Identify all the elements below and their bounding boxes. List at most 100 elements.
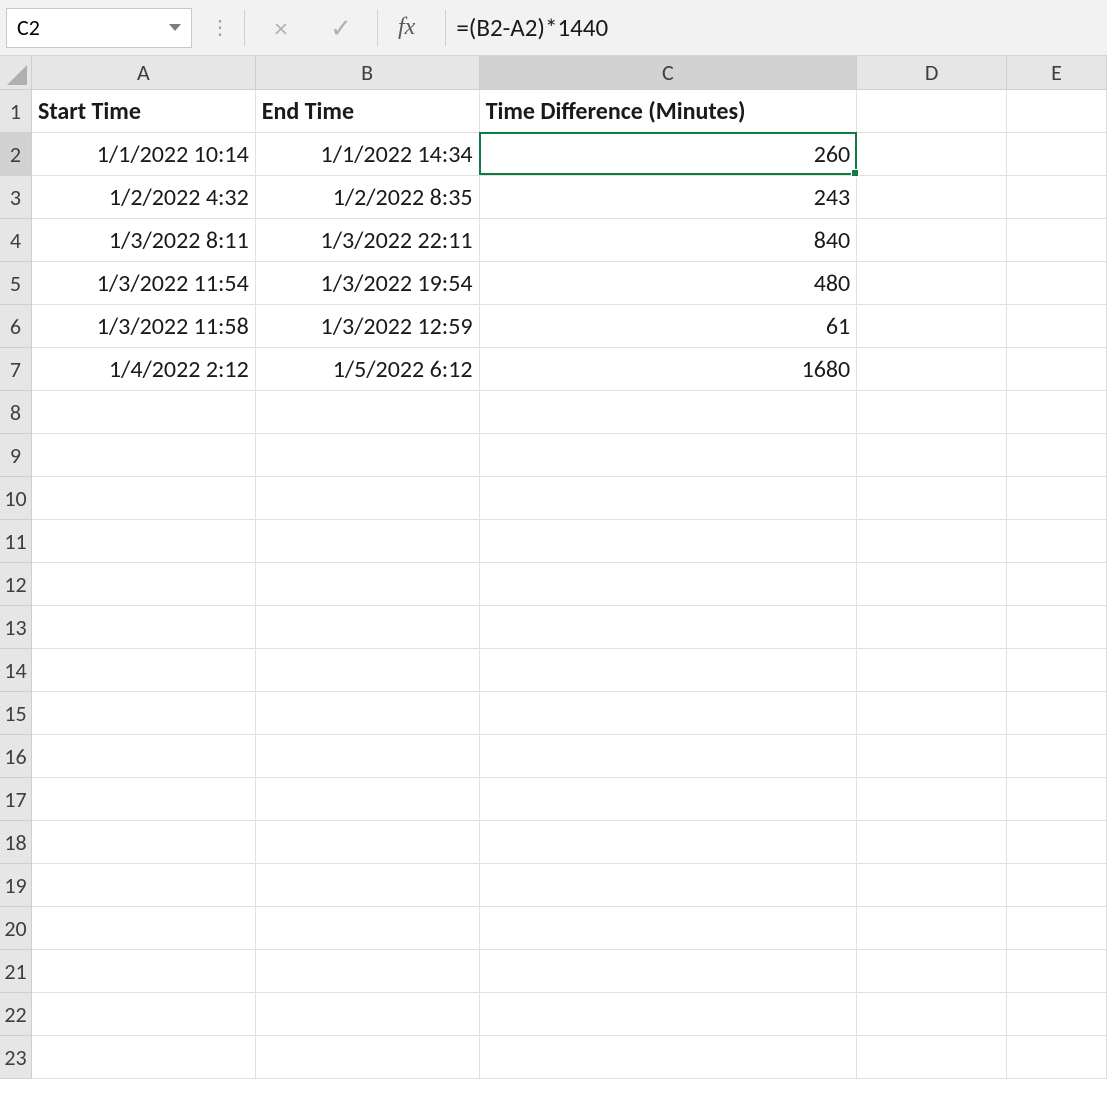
cell-B22[interactable] — [256, 993, 480, 1036]
cell-B5[interactable]: 1/3/2022 19:54 — [256, 262, 480, 305]
row-header-5[interactable]: 5 — [0, 262, 32, 305]
cell-D20[interactable] — [857, 907, 1007, 950]
cell-C19[interactable] — [480, 864, 858, 907]
cell-E19[interactable] — [1007, 864, 1107, 907]
cell-A12[interactable] — [32, 563, 256, 606]
cell-D21[interactable] — [857, 950, 1007, 993]
column-header-C[interactable]: C — [480, 56, 858, 90]
column-header-D[interactable]: D — [857, 56, 1007, 90]
cell-B18[interactable] — [256, 821, 480, 864]
cell-A19[interactable] — [32, 864, 256, 907]
cancel-icon[interactable]: × — [251, 8, 311, 48]
cell-B13[interactable] — [256, 606, 480, 649]
cell-D4[interactable] — [857, 219, 1007, 262]
cell-D6[interactable] — [857, 305, 1007, 348]
cell-B20[interactable] — [256, 907, 480, 950]
cell-B9[interactable] — [256, 434, 480, 477]
row-header-22[interactable]: 22 — [0, 993, 32, 1036]
cell-C20[interactable] — [480, 907, 858, 950]
cell-E23[interactable] — [1007, 1036, 1107, 1079]
cell-B17[interactable] — [256, 778, 480, 821]
cell-E18[interactable] — [1007, 821, 1107, 864]
cell-E7[interactable] — [1007, 348, 1107, 391]
cell-C10[interactable] — [480, 477, 858, 520]
cell-A5[interactable]: 1/3/2022 11:54 — [32, 262, 256, 305]
row-header-8[interactable]: 8 — [0, 391, 32, 434]
row-header-21[interactable]: 21 — [0, 950, 32, 993]
row-header-15[interactable]: 15 — [0, 692, 32, 735]
cell-E2[interactable] — [1007, 133, 1107, 176]
cell-A6[interactable]: 1/3/2022 11:58 — [32, 305, 256, 348]
row-header-19[interactable]: 19 — [0, 864, 32, 907]
cell-C11[interactable] — [480, 520, 858, 563]
cell-C7[interactable]: 1680 — [480, 348, 858, 391]
cell-C16[interactable] — [480, 735, 858, 778]
formula-input[interactable]: =(B2-A2)*1440 — [452, 12, 1101, 43]
cell-E13[interactable] — [1007, 606, 1107, 649]
cell-D23[interactable] — [857, 1036, 1007, 1079]
cell-B21[interactable] — [256, 950, 480, 993]
cell-E11[interactable] — [1007, 520, 1107, 563]
cell-A1[interactable]: Start Time — [32, 90, 256, 133]
cell-B8[interactable] — [256, 391, 480, 434]
cell-E12[interactable] — [1007, 563, 1107, 606]
cell-D3[interactable] — [857, 176, 1007, 219]
cell-E9[interactable] — [1007, 434, 1107, 477]
row-header-9[interactable]: 9 — [0, 434, 32, 477]
formula-bar-drag-handle[interactable]: ⋮ — [210, 15, 228, 40]
cell-D8[interactable] — [857, 391, 1007, 434]
cell-A17[interactable] — [32, 778, 256, 821]
cell-C14[interactable] — [480, 649, 858, 692]
cell-C6[interactable]: 61 — [480, 305, 858, 348]
cell-D1[interactable] — [857, 90, 1007, 133]
cell-C15[interactable] — [480, 692, 858, 735]
row-header-17[interactable]: 17 — [0, 778, 32, 821]
cell-D11[interactable] — [857, 520, 1007, 563]
cell-E15[interactable] — [1007, 692, 1107, 735]
row-header-18[interactable]: 18 — [0, 821, 32, 864]
cell-C9[interactable] — [480, 434, 858, 477]
cell-B19[interactable] — [256, 864, 480, 907]
cell-C2[interactable]: 260 — [480, 133, 858, 176]
cell-A15[interactable] — [32, 692, 256, 735]
cell-B15[interactable] — [256, 692, 480, 735]
select-all-corner[interactable] — [0, 56, 32, 90]
cell-E14[interactable] — [1007, 649, 1107, 692]
cell-E17[interactable] — [1007, 778, 1107, 821]
cell-C3[interactable]: 243 — [480, 176, 858, 219]
cell-B16[interactable] — [256, 735, 480, 778]
cell-A21[interactable] — [32, 950, 256, 993]
cell-A16[interactable] — [32, 735, 256, 778]
cell-C1[interactable]: Time Difference (Minutes) — [480, 90, 858, 133]
column-header-A[interactable]: A — [32, 56, 256, 90]
row-header-16[interactable]: 16 — [0, 735, 32, 778]
row-header-12[interactable]: 12 — [0, 563, 32, 606]
chevron-down-icon[interactable] — [169, 24, 181, 31]
cell-D7[interactable] — [857, 348, 1007, 391]
row-header-6[interactable]: 6 — [0, 305, 32, 348]
fx-icon[interactable]: fx — [398, 14, 415, 41]
cell-E16[interactable] — [1007, 735, 1107, 778]
cell-B11[interactable] — [256, 520, 480, 563]
cell-E5[interactable] — [1007, 262, 1107, 305]
cell-E4[interactable] — [1007, 219, 1107, 262]
cell-C4[interactable]: 840 — [480, 219, 858, 262]
cell-D19[interactable] — [857, 864, 1007, 907]
cell-E3[interactable] — [1007, 176, 1107, 219]
cell-C13[interactable] — [480, 606, 858, 649]
cell-E10[interactable] — [1007, 477, 1107, 520]
cell-B23[interactable] — [256, 1036, 480, 1079]
cell-A11[interactable] — [32, 520, 256, 563]
name-box[interactable]: C2 — [6, 8, 192, 48]
cell-B12[interactable] — [256, 563, 480, 606]
row-header-14[interactable]: 14 — [0, 649, 32, 692]
cell-C8[interactable] — [480, 391, 858, 434]
cell-D10[interactable] — [857, 477, 1007, 520]
cell-C5[interactable]: 480 — [480, 262, 858, 305]
cell-E6[interactable] — [1007, 305, 1107, 348]
cell-A10[interactable] — [32, 477, 256, 520]
cell-A14[interactable] — [32, 649, 256, 692]
row-header-20[interactable]: 20 — [0, 907, 32, 950]
cell-D5[interactable] — [857, 262, 1007, 305]
cell-B6[interactable]: 1/3/2022 12:59 — [256, 305, 480, 348]
